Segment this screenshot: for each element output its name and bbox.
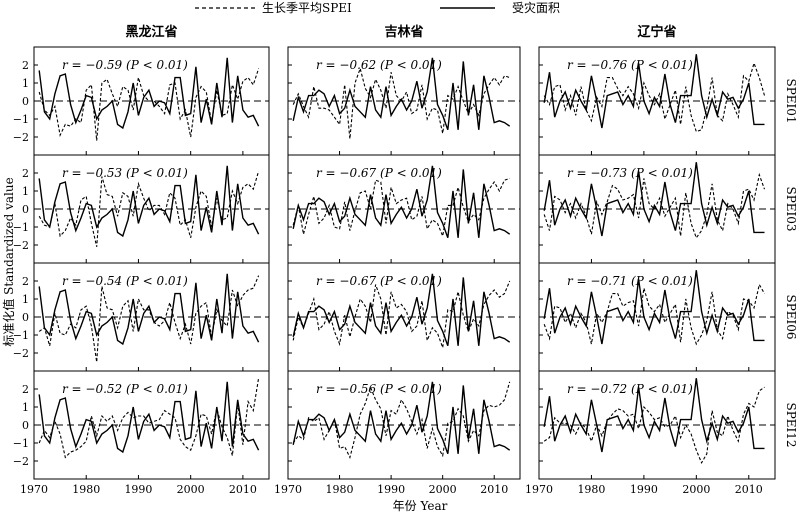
correlation-annotation: r = −0.72 (P < 0.01) <box>567 382 693 396</box>
y-tick-label: −2 <box>13 347 29 360</box>
y-tick-label: −2 <box>13 455 29 468</box>
spei-series-line <box>543 61 766 133</box>
row-label: SPEI03 <box>784 186 798 231</box>
spei-series-line <box>292 66 510 139</box>
correlation-annotation: r = −0.62 (P < 0.01) <box>316 58 442 72</box>
panel: 1970 1980 1990 2000 2010 r = −0.56 (P < 0.01) <box>274 370 521 496</box>
x-tick-label: 2000 <box>429 483 457 496</box>
y-tick-label: −2 <box>13 239 29 252</box>
legend-solid-label: 受灾面积 <box>512 0 560 15</box>
disaster-area-series-line <box>292 273 511 347</box>
spei-series-line <box>543 172 766 239</box>
y-tick-label: 2 <box>22 383 29 396</box>
y-tick-label: 0 <box>22 95 29 108</box>
correlation-annotation: r = −0.67 (P < 0.01) <box>316 166 442 180</box>
correlation-annotation: r = −0.59 (P < 0.01) <box>62 58 188 72</box>
correlation-annotation: r = −0.67 (P < 0.01) <box>316 274 442 288</box>
x-tick-label: 1990 <box>630 483 658 496</box>
x-tick-label: 1970 <box>274 483 302 496</box>
correlation-annotation: r = −0.54 (P < 0.01) <box>62 274 188 288</box>
y-tick-label: −2 <box>13 131 29 144</box>
panel: −2 −1 0 1 2 r = −0.54 (P < 0.01) <box>13 262 270 372</box>
x-tick-label: 2010 <box>480 483 508 496</box>
disaster-area-series-line <box>292 381 511 455</box>
y-tick-label: 1 <box>22 185 29 198</box>
correlation-annotation: r = −0.73 (P < 0.01) <box>567 166 693 180</box>
panel: 1970 1980 1990 2000 2010 r = −0.72 (P < 0.01)… <box>525 370 798 496</box>
disaster-area-series-line <box>292 165 511 239</box>
panel: r = −0.62 (P < 0.01) <box>287 46 521 156</box>
x-tick-label: 2010 <box>735 483 763 496</box>
y-tick-label: −1 <box>13 437 29 450</box>
correlation-annotation: r = −0.76 (P < 0.01) <box>567 58 693 72</box>
column-title: 吉林省 <box>384 24 423 40</box>
y-tick-label: 2 <box>22 275 29 288</box>
y-tick-label: 1 <box>22 77 29 90</box>
y-tick-label: −1 <box>13 329 29 342</box>
panel: −2 −1 0 1 2 1970 1980 1990 2000 2010 r = −0.52 (P … <box>13 370 270 496</box>
correlation-annotation: r = −0.71 (P < 0.01) <box>567 274 693 288</box>
disaster-area-series-line <box>38 273 260 346</box>
y-tick-label: 0 <box>22 419 29 432</box>
y-tick-label: −1 <box>13 221 29 234</box>
x-tick-label: 1990 <box>377 483 405 496</box>
y-tick-label: −1 <box>13 113 29 126</box>
row-label: SPEI06 <box>784 294 798 339</box>
disaster-area-series-line <box>38 381 260 454</box>
y-axis-label: 标准化值 Standardized value <box>1 177 16 346</box>
x-tick-label: 1980 <box>72 483 100 496</box>
y-tick-label: 0 <box>22 311 29 324</box>
row-label: SPEI01 <box>784 78 798 123</box>
panel: r = −0.76 (P < 0.01) SPEI01 <box>538 46 798 156</box>
spei-series-line <box>38 68 260 141</box>
spei-series-line <box>38 378 260 459</box>
spei-series-line <box>292 280 511 348</box>
panel: r = −0.71 (P < 0.01) SPEI06 <box>538 262 798 372</box>
legend: 生长季平均SPEI 受灾面积 <box>195 0 560 15</box>
row-label: SPEI12 <box>784 402 798 447</box>
x-tick-label: 1970 <box>20 483 48 496</box>
column-title: 黑龙江省 <box>125 24 177 40</box>
x-tick-label: 1990 <box>124 483 152 496</box>
correlation-annotation: r = −0.56 (P < 0.01) <box>316 382 442 396</box>
spei-series-line <box>292 177 510 238</box>
y-tick-label: 0 <box>22 203 29 216</box>
x-tick-label: 2010 <box>229 483 257 496</box>
correlation-annotation: r = −0.53 (P < 0.01) <box>62 166 188 180</box>
x-tick-label: 2000 <box>177 483 205 496</box>
legend-dashed-label: 生长季平均SPEI <box>262 1 352 15</box>
disaster-area-series-line <box>543 54 765 129</box>
spei-series-line <box>543 386 765 465</box>
disaster-area-series-line <box>543 270 765 345</box>
x-tick-label: 1970 <box>525 483 553 496</box>
y-tick-label: 2 <box>22 167 29 180</box>
disaster-area-series-line <box>292 57 511 131</box>
column-title: 辽宁省 <box>637 24 676 40</box>
disaster-area-series-line <box>38 57 260 130</box>
y-tick-label: 1 <box>22 293 29 306</box>
disaster-area-series-line <box>38 165 260 238</box>
panels-group: 黑龙江省 −2 −1 0 1 2 r = −0.59 (P < 0.01) −2 −1 0 1 2 r … <box>13 24 798 496</box>
panel: −2 −1 0 1 2 r = −0.53 (P < 0.01) <box>13 154 270 264</box>
x-tick-label: 1980 <box>577 483 605 496</box>
y-tick-label: 1 <box>22 401 29 414</box>
x-axis-label: 年份 Year <box>393 499 448 513</box>
x-tick-label: 2000 <box>682 483 710 496</box>
panel: r = −0.73 (P < 0.01) SPEI03 <box>538 154 798 264</box>
panel: −2 −1 0 1 2 r = −0.59 (P < 0.01) <box>13 46 270 156</box>
disaster-area-series-line <box>543 378 765 453</box>
y-tick-label: 2 <box>22 59 29 72</box>
spei-series-line <box>38 275 260 363</box>
correlation-annotation: r = −0.52 (P < 0.01) <box>62 382 188 396</box>
disaster-area-series-line <box>543 162 765 237</box>
x-tick-label: 1980 <box>326 483 354 496</box>
spei-series-line <box>543 283 765 346</box>
panel: r = −0.67 (P < 0.01) <box>287 262 521 372</box>
panel: r = −0.67 (P < 0.01) <box>287 154 521 264</box>
spei-series-line <box>38 171 260 247</box>
